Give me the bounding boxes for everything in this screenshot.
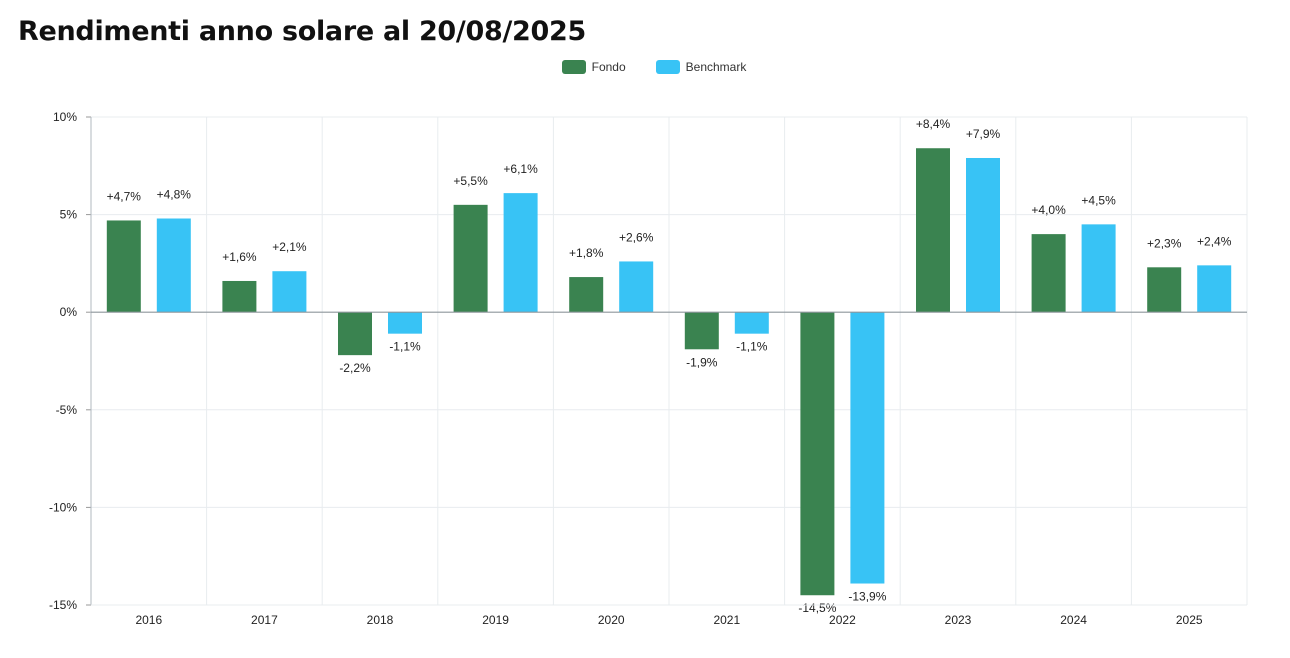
bar-benchmark-2024 [1081, 224, 1116, 313]
bar-fondo-2023 [916, 148, 950, 313]
bar-benchmark-2021 [734, 312, 769, 334]
bar-benchmark-2017 [272, 271, 307, 313]
data-label-fondo-2016: +4,7% [107, 189, 142, 203]
x-tick-label: 2024 [1060, 613, 1087, 627]
bar-benchmark-2023 [966, 157, 1000, 313]
data-label-benchmark-2025: +2,4% [1197, 234, 1232, 248]
legend-swatch-benchmark [655, 60, 680, 74]
data-label-benchmark-2023: +7,9% [966, 127, 1001, 141]
y-tick-label: 10% [53, 110, 77, 124]
bar-fondo-2024 [1031, 234, 1066, 313]
chart-legend: Fondo Benchmark [0, 60, 1290, 74]
bar-benchmark-2025 [1197, 265, 1232, 313]
data-label-benchmark-2017: +2,1% [272, 240, 307, 254]
y-tick-label: 0% [60, 305, 78, 319]
data-label-benchmark-2021: -1,1% [736, 340, 768, 354]
bar-benchmark-2022 [850, 312, 885, 584]
bar-benchmark-2016 [156, 218, 191, 313]
data-label-benchmark-2016: +4,8% [157, 188, 192, 202]
page-title: Rendimenti anno solare al 20/08/2025 [18, 16, 586, 47]
y-tick-label: -5% [56, 403, 78, 417]
x-tick-label: 2017 [251, 613, 278, 627]
bar-fondo-2025 [1147, 267, 1182, 313]
legend-label-fondo: Fondo [591, 60, 626, 74]
x-tick-label: 2019 [482, 613, 509, 627]
bar-fondo-2018 [338, 312, 372, 356]
x-tick-label: 2025 [1176, 613, 1203, 627]
data-label-benchmark-2024: +4,5% [1081, 193, 1116, 207]
bar-benchmark-2019 [503, 193, 538, 313]
data-label-benchmark-2022: -13,9% [848, 590, 886, 604]
data-label-fondo-2020: +1,8% [569, 246, 604, 260]
x-tick-label: 2020 [598, 613, 625, 627]
data-label-fondo-2019: +5,5% [453, 174, 488, 188]
bar-fondo-2017 [222, 280, 257, 313]
data-label-fondo-2025: +2,3% [1147, 236, 1182, 250]
data-label-benchmark-2020: +2,6% [619, 230, 654, 244]
x-tick-label: 2022 [829, 613, 856, 627]
data-label-fondo-2021: -1,9% [686, 355, 718, 369]
x-tick-label: 2016 [135, 613, 162, 627]
data-label-fondo-2024: +4,0% [1031, 203, 1066, 217]
bar-fondo-2020 [569, 277, 604, 313]
data-label-fondo-2018: -2,2% [339, 361, 371, 375]
bar-benchmark-2018 [388, 312, 422, 334]
data-label-fondo-2023: +8,4% [916, 117, 951, 131]
y-tick-label: -15% [49, 598, 77, 612]
x-tick-label: 2018 [367, 613, 394, 627]
bar-fondo-2016 [106, 220, 141, 313]
bar-fondo-2019 [453, 204, 488, 313]
data-label-fondo-2017: +1,6% [222, 250, 257, 264]
legend-swatch-fondo [561, 60, 586, 74]
legend-label-benchmark: Benchmark [685, 60, 747, 74]
legend-item-fondo[interactable]: Fondo [561, 60, 626, 74]
bar-fondo-2022 [800, 312, 835, 596]
x-tick-label: 2021 [713, 613, 740, 627]
bar-fondo-2021 [684, 312, 719, 350]
data-label-benchmark-2019: +6,1% [503, 162, 538, 176]
y-tick-label: -10% [49, 500, 77, 514]
y-tick-label: 5% [60, 208, 78, 222]
data-label-benchmark-2018: -1,1% [389, 340, 421, 354]
bar-benchmark-2020 [619, 261, 654, 313]
x-tick-label: 2023 [945, 613, 972, 627]
legend-item-benchmark[interactable]: Benchmark [655, 60, 747, 74]
